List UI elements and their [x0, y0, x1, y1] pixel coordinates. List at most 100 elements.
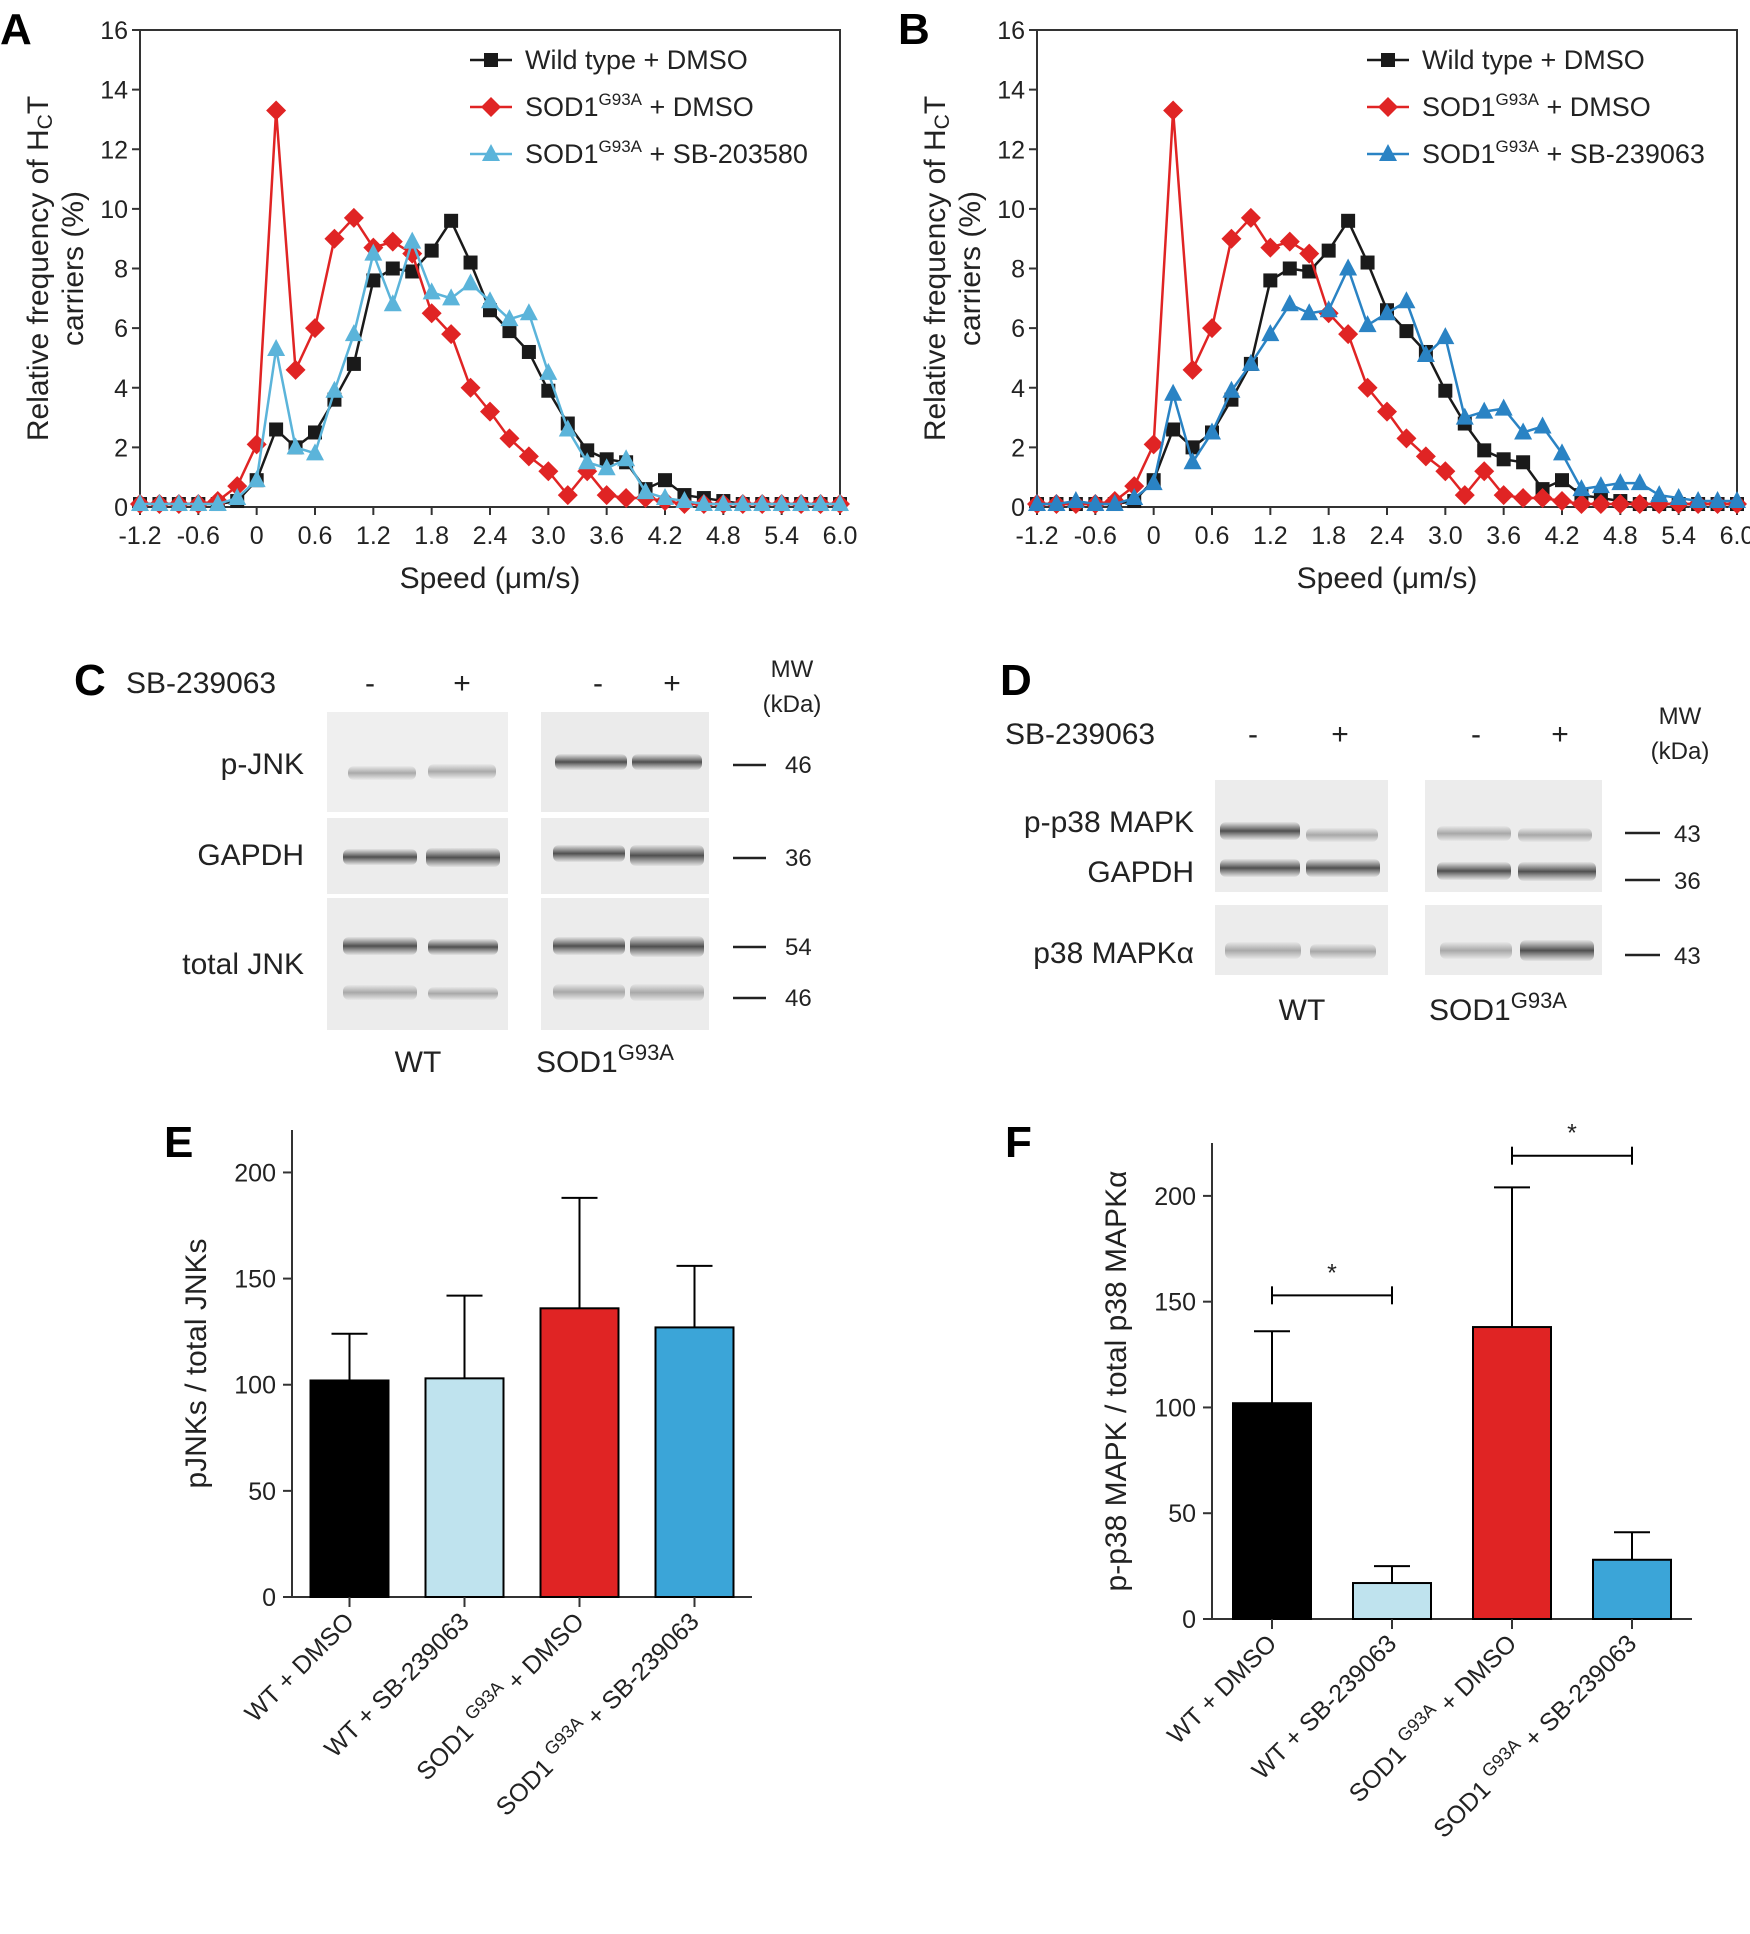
data-point: [617, 449, 636, 467]
data-point: [189, 494, 208, 512]
western-blot-c: SB-239063 - + - + MW (kDa) p-JNK GAPDH t…: [126, 656, 821, 1079]
data-point: [169, 494, 188, 512]
data-point: [1164, 383, 1183, 401]
x-tick-label: -1.2: [1015, 522, 1058, 550]
legend-marker: [1378, 97, 1398, 117]
data-point: [596, 485, 617, 506]
y-axis-label-tail: T: [22, 96, 55, 114]
legend-marker: [1381, 53, 1395, 67]
data-point: [1689, 491, 1708, 509]
panel-label-d: D: [1000, 656, 1032, 705]
category-label: SOD1 G93A + SB-239063: [487, 1604, 705, 1822]
blot-d-row-p38a: p38 MAPKα: [1033, 937, 1194, 970]
category-text: SOD1: [411, 1713, 484, 1786]
blot-c-plus-sod: +: [663, 667, 681, 700]
data-point: [267, 338, 286, 356]
blot-c-marker-36: 36: [785, 845, 812, 872]
x-tick-label: 6.0: [1720, 522, 1750, 550]
legend-sup: G93A: [599, 90, 643, 109]
legend-name: Wild type + DMSO: [1422, 45, 1645, 75]
y-axis-label-tail: T: [919, 96, 952, 114]
data-point: [1125, 488, 1144, 506]
legend-marker: [481, 97, 501, 117]
blot-d-marker-36: 36: [1674, 868, 1701, 895]
y-tick-label: 14: [100, 77, 128, 105]
data-point: [1516, 455, 1531, 470]
y-tick-label: 8: [114, 256, 128, 284]
data-point: [1182, 359, 1203, 380]
category-label: WT + DMSO: [240, 1607, 360, 1727]
data-point: [656, 488, 674, 506]
data-point: [1669, 488, 1688, 506]
data-point: [1241, 353, 1260, 371]
data-point: [306, 443, 324, 461]
data-point: [1416, 344, 1435, 362]
data-point: [1143, 434, 1164, 455]
blot-c-marker-46: 46: [785, 752, 812, 779]
x-tick-label: 1.8: [414, 522, 449, 550]
x-tick-label: 0: [250, 522, 264, 550]
y-tick-label: 50: [248, 1478, 276, 1506]
blot-c-row-total-jnk: total JNK: [182, 948, 304, 981]
data-point: [1203, 422, 1221, 440]
x-tick-label: -1.2: [118, 522, 161, 550]
blot-c-mw-label: MW: [771, 656, 814, 683]
bar: [1472, 1326, 1552, 1620]
y-tick-label: 14: [997, 77, 1025, 105]
blot-c-plus-wt: +: [453, 667, 471, 700]
blot-d-band: [1518, 828, 1592, 842]
legend-name: Wild type + DMSO: [525, 45, 748, 75]
blot-d-band: [1306, 859, 1380, 877]
blot-c-band: [632, 754, 702, 770]
blot-c-row-gapdh: GAPDH: [197, 839, 304, 872]
data-point: [772, 494, 791, 512]
data-point: [499, 428, 520, 449]
data-point: [1086, 494, 1105, 512]
data-point: [1144, 473, 1163, 491]
data-point: [811, 494, 830, 512]
bar-chart-f: 0 50 100 150 200 p-p38 MAPK / total p38 MAPKα…: [1100, 1120, 1692, 1844]
data-point: [1496, 452, 1511, 467]
y-axis-label: Relative frequency of HCT: [919, 96, 954, 441]
data-point: [266, 100, 287, 121]
blot-d-marker-43b: 43: [1674, 943, 1701, 970]
data-point: [1708, 491, 1727, 509]
panel-label-b: B: [898, 5, 930, 54]
y-tick-label: 100: [234, 1372, 276, 1400]
blot-c-treatment-label: SB-239063: [126, 667, 276, 700]
blot-d-band: [1518, 862, 1596, 881]
blot-c-band: [348, 766, 416, 780]
western-blot-d: SB-239063 - + - + MW (kDa) p-p38 MAPK GA…: [1005, 703, 1709, 1027]
x-tick-label: 3.6: [1486, 522, 1521, 550]
data-point: [558, 419, 577, 437]
x-axis-label: Speed (μm/s): [400, 562, 581, 595]
data-point: [1222, 380, 1241, 398]
category-tail: + DMSO: [497, 1607, 590, 1700]
data-point: [1358, 315, 1377, 333]
blot-d-minus-wt: -: [1248, 718, 1258, 751]
data-point: [557, 485, 578, 506]
y-axis-label: Relative frequency of HCT: [22, 96, 57, 441]
blot-d-row-pp38: p-p38 MAPK: [1024, 806, 1194, 839]
y-axis-label-line2: carriers (%): [57, 191, 90, 346]
data-point: [1260, 237, 1281, 258]
y-tick-label: 8: [1011, 256, 1025, 284]
data-point: [580, 443, 595, 458]
data-point: [1397, 291, 1416, 309]
data-point: [1263, 273, 1278, 288]
bar: [654, 1326, 735, 1599]
blot-c-jnk-sod-membrane: [541, 898, 709, 1030]
x-tick-label: 4.8: [1603, 522, 1638, 550]
data-point: [325, 380, 344, 398]
y-axis-label: p-p38 MAPK / total p38 MAPKα: [1100, 1171, 1133, 1592]
significance-star: *: [1327, 1259, 1337, 1287]
blot-d-p38a-wt-membrane: [1215, 905, 1388, 975]
y-tick-label: 4: [1011, 375, 1025, 403]
data-point: [1474, 461, 1495, 482]
data-point: [1066, 491, 1085, 509]
category-text: SOD1: [1428, 1771, 1501, 1844]
y-tick-label: 6: [114, 315, 128, 343]
data-point: [1435, 461, 1456, 482]
legend-entry: SOD1G93A + SB-203580: [525, 137, 808, 169]
